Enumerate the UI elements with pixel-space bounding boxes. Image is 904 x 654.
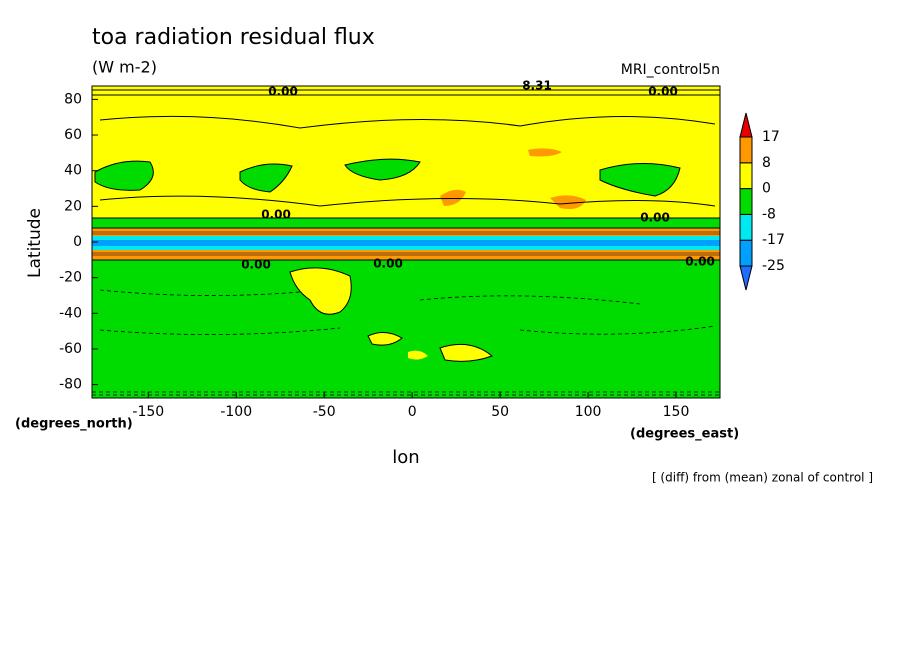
- x-tick-label: -50: [313, 404, 336, 420]
- colorbar-box: [739, 136, 753, 164]
- region: [368, 332, 402, 346]
- x-tick-label: 0: [408, 404, 417, 420]
- y-tick-label: 20: [64, 198, 82, 214]
- colorbar-label: -17: [762, 232, 785, 248]
- x-tick-label: 100: [575, 404, 602, 420]
- region: [408, 350, 428, 360]
- region: [440, 189, 466, 206]
- contour-label: 0.00: [373, 257, 403, 271]
- chart-title: toa radiation residual flux: [92, 25, 375, 50]
- x-axis-title: lon: [392, 447, 419, 468]
- y-tick-label: 0: [73, 234, 82, 250]
- contour-label: 0.00: [640, 211, 670, 225]
- region: [240, 164, 292, 192]
- contour-label: 0.00: [241, 258, 271, 272]
- colorbar-box: [739, 213, 753, 241]
- y-tick-label: 60: [64, 127, 82, 143]
- colorbar-box: [739, 188, 753, 215]
- region: [290, 267, 352, 315]
- colorbar-label: -8: [762, 206, 776, 222]
- colorbar-label: -25: [762, 258, 785, 274]
- contour-label: 0.00: [685, 255, 715, 269]
- colorbar-arrow: [739, 112, 753, 138]
- y-tick-label: 40: [64, 163, 82, 179]
- region: [92, 242, 720, 398]
- note: [ (diff) from (mean) zonal of control ]: [652, 471, 873, 485]
- y-axis-title: Latitude: [25, 208, 45, 278]
- chart-subtitle: (W m-2): [92, 58, 157, 77]
- y-tick-label: -20: [59, 270, 82, 286]
- colorbar-label: 17: [762, 129, 780, 145]
- region: [345, 159, 420, 180]
- region: [92, 218, 720, 230]
- region: [95, 161, 154, 191]
- region: [440, 344, 492, 362]
- region: [528, 148, 562, 157]
- y-tick-label: -80: [59, 377, 82, 393]
- contour-label: 0.00: [648, 85, 678, 99]
- region: [92, 231, 720, 235]
- y-tick-label: -60: [59, 341, 82, 357]
- region: [92, 252, 720, 256]
- y-axis-unit: (degrees_north): [15, 417, 133, 432]
- colorbar-box: [739, 239, 753, 267]
- y-tick-label: -40: [59, 305, 82, 321]
- contour-label: 0.00: [261, 208, 291, 222]
- x-axis-unit: (degrees_east): [630, 427, 739, 442]
- x-tick-label: 50: [491, 404, 509, 420]
- colorbar-box: [739, 162, 753, 190]
- x-tick-label: -150: [132, 404, 164, 420]
- colorbar-label: 0: [762, 181, 771, 197]
- colorbar-label: 8: [762, 155, 771, 171]
- contour-field: [92, 86, 720, 398]
- region: [92, 240, 720, 246]
- x-tick-label: 150: [663, 404, 690, 420]
- region: [550, 195, 586, 209]
- contour-label: 0.00: [268, 85, 298, 99]
- dataset-label: MRI_control5n: [621, 62, 720, 78]
- colorbar-arrow: [739, 265, 753, 291]
- contour-label: 8.31: [522, 79, 552, 93]
- x-tick-label: -100: [220, 404, 252, 420]
- y-tick-label: 80: [64, 91, 82, 107]
